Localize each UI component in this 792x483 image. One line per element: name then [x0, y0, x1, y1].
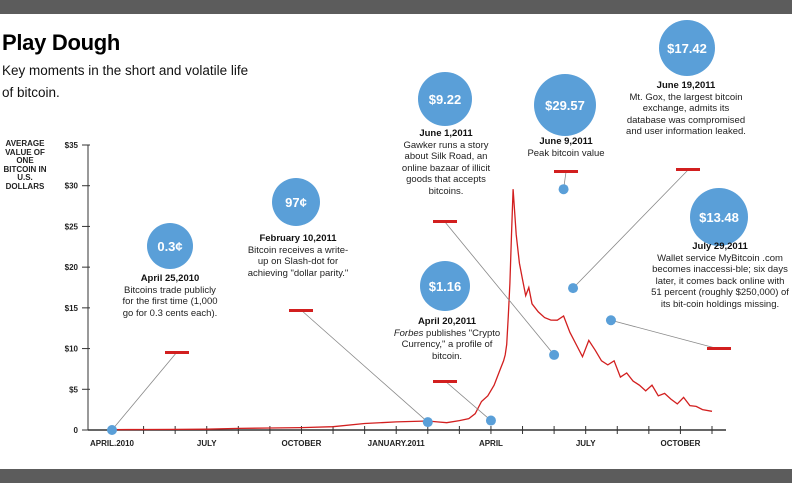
annotation-text: Bitcoins trade publicly for the first ti… — [122, 284, 218, 319]
annotation-text: publishes "Crypto Currency," a profile o… — [401, 327, 501, 362]
annotation-event-0: April 25,2010 Bitcoins trade publicly fo… — [122, 273, 218, 319]
leader-line — [610, 319, 720, 350]
annotation-event-3: June 1,2011 Gawker runs a story about Si… — [395, 128, 497, 197]
y-tick-label: $35 — [65, 141, 79, 150]
x-tick-label: APRIL — [479, 439, 503, 448]
y-tick-label: $25 — [65, 222, 79, 231]
annotation-date: April 25,2010 — [140, 273, 200, 284]
page-title: Play Dough — [2, 30, 121, 55]
x-tick-label: OCTOBER — [282, 439, 322, 448]
annotation-event-4: June 9,2011 Peak bitcoin value — [514, 136, 618, 159]
event-point-1 — [422, 417, 433, 428]
leader-line — [572, 169, 689, 289]
annotation-date: June 19,2011 — [656, 80, 716, 91]
leader-line — [300, 309, 429, 423]
annotation-marker — [707, 347, 731, 350]
annotation-event-2: April 20,2011 Forbes publishes "Crypto C… — [392, 316, 502, 362]
y-tick-label: $15 — [65, 304, 79, 313]
annotation-date: June 9,2011 — [539, 136, 593, 147]
annotation-text: Bitcoin receives a write-up on Slash-dot… — [247, 244, 349, 279]
bubble-event-6: $13.48 — [690, 188, 748, 246]
bottom-bar — [0, 469, 792, 483]
annotation-marker — [289, 309, 313, 312]
event-point-5 — [568, 283, 579, 294]
bubble-event-2: $1.16 — [420, 261, 470, 311]
x-tick-label: JANUARY.2011 — [368, 439, 426, 448]
y-tick-label: $30 — [65, 182, 79, 191]
event-point-4 — [558, 184, 569, 195]
top-bar — [0, 0, 792, 14]
annotation-marker — [676, 168, 700, 171]
bubble-event-4: $29.57 — [534, 74, 596, 136]
annotation-marker — [554, 170, 578, 173]
y-tick-label: $20 — [65, 263, 79, 272]
annotation-event-5: June 19,2011 Mt. Gox, the largest bitcoi… — [622, 80, 750, 138]
leader-line — [444, 221, 555, 356]
annotation-publication: Forbes — [393, 327, 424, 339]
annotation-date: June 1,2011 — [419, 128, 473, 139]
annotation-marker — [433, 220, 457, 223]
annotation-date: April 20,2011 — [417, 316, 477, 327]
annotation-marker — [165, 351, 189, 354]
annotation-marker — [433, 380, 457, 383]
x-tick-label: APRIL.2010 — [90, 439, 135, 448]
page-subtitle: Key moments in the short and volatile li… — [2, 63, 249, 100]
annotation-date: July 29,2011 — [692, 241, 748, 252]
y-tick-label: 0 — [74, 426, 79, 435]
annotation-date: February 10,2011 — [259, 233, 337, 244]
annotation-text: Wallet service MyBitcoin .com becomes in… — [651, 252, 789, 310]
x-tick-label: JULY — [197, 439, 217, 448]
event-point-3 — [549, 349, 560, 360]
y-tick-label: $10 — [65, 345, 79, 354]
y-tick-label: $5 — [69, 385, 78, 394]
annotation-text: Peak bitcoin value — [527, 147, 605, 159]
event-point-6 — [605, 315, 616, 326]
leader-line — [444, 380, 492, 421]
x-tick-label: OCTOBER — [660, 439, 700, 448]
event-point-2 — [485, 415, 496, 426]
x-tick-label: JULY — [576, 439, 596, 448]
event-point-0 — [107, 424, 117, 435]
y-axis-label: AVERAGE VALUE OF ONE BITCOIN IN U.S. DOL… — [3, 139, 47, 191]
annotation-event-1: February 10,2011 Bitcoin receives a writ… — [243, 233, 353, 279]
annotation-event-6: July 29,2011 Wallet service MyBitcoin .c… — [650, 241, 790, 310]
bubble-event-5: $17.42 — [659, 20, 715, 76]
leader-line — [111, 351, 178, 431]
bubble-event-3: $9.22 — [418, 72, 472, 126]
annotation-text: Gawker runs a story about Silk Road, an … — [401, 139, 491, 197]
bubble-event-1: 97¢ — [272, 178, 320, 226]
annotation-text: Mt. Gox, the largest bitcoin exchange, a… — [626, 91, 746, 138]
bubble-event-0: 0.3¢ — [147, 223, 193, 269]
